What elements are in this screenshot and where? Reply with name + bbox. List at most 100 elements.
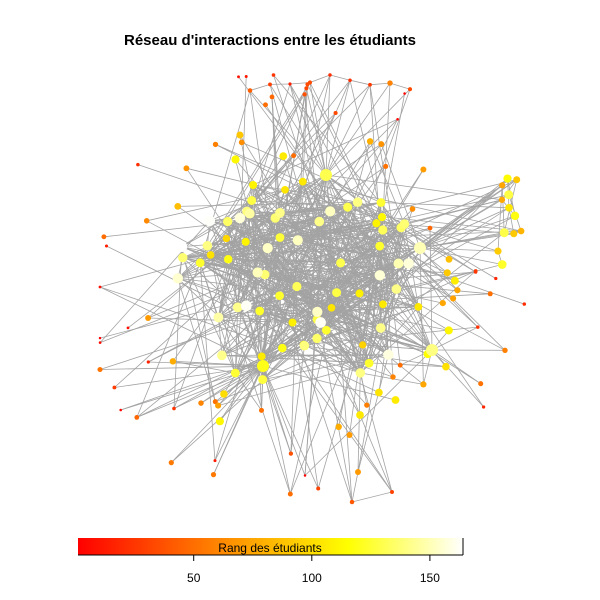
network-edge [136,365,264,418]
network-edge [262,365,396,401]
network-edge [389,82,411,90]
student-node [316,486,321,491]
student-node [333,110,338,116]
student-node [281,185,289,194]
student-node [169,358,177,365]
student-node [343,202,353,212]
network-edge [173,365,264,409]
student-node [215,402,222,409]
student-node [291,153,297,159]
network-edge [304,345,394,378]
student-node [292,235,303,246]
student-node [374,270,385,281]
network-edge [297,230,522,241]
network-edge [325,74,331,176]
student-node [393,258,404,269]
network-edge [289,83,361,373]
network-edge [251,200,331,212]
network-edge [325,169,424,331]
student-node [275,207,285,218]
network-edge [251,200,394,378]
network-edge [508,207,515,234]
network-edge [329,74,351,81]
student-node [359,341,367,349]
student-node [510,211,520,221]
network-edge [103,211,331,238]
student-node [379,300,387,309]
network-edge [309,74,331,83]
network-edge [296,166,387,287]
hub-node [320,169,332,181]
network-edge [329,211,380,247]
student-node [241,237,250,246]
student-node [288,451,294,456]
network-edge [431,349,484,408]
network-edge [114,365,264,388]
network-edge [99,237,281,288]
network-edge [431,349,481,385]
student-node [236,131,244,139]
student-node [383,349,394,361]
student-node [387,80,393,86]
network-edge [262,207,510,367]
student-node [195,258,205,268]
network-edge [217,365,264,406]
student-node [298,177,307,186]
network-edge [127,174,327,329]
hub-node [414,242,426,254]
network-edge [317,264,503,313]
student-node [390,374,396,380]
student-node [198,400,204,406]
student-node [321,325,331,335]
student-node [414,303,423,311]
student-node [383,163,389,169]
student-node [247,196,257,205]
student-node [427,225,433,231]
student-node [252,267,263,278]
network-edge [349,79,371,86]
network-edge [261,365,264,411]
network-edge [261,94,305,357]
network-edge [99,292,337,370]
student-node [134,415,140,420]
student-node [476,325,480,329]
student-node [481,405,486,409]
network-edge [227,221,389,356]
student-node [420,381,427,388]
student-node [312,306,323,318]
network-edge [419,207,510,249]
network-edge [419,215,516,249]
network-edge [200,365,264,404]
student-node [498,196,506,203]
student-node [304,86,309,91]
student-node [204,215,216,227]
network-edge [349,80,383,218]
student-node [271,73,276,77]
student-node [327,303,336,312]
network-edge [351,491,393,503]
network-edge [209,220,393,493]
network-edge [148,361,264,367]
legend-tick-label: 50 [187,571,201,585]
network-edge [289,83,327,176]
network-edge [317,306,419,313]
student-node [487,291,493,297]
student-node [98,285,102,289]
network-edge [419,194,509,249]
network-edge [214,310,261,461]
student-node [303,474,307,477]
student-node [213,312,224,323]
network-edge [400,227,450,260]
student-node [335,423,342,430]
network-edge [199,262,361,374]
student-node [391,396,400,404]
student-node [176,241,188,253]
network-edge [262,365,306,476]
student-node [420,166,427,173]
network-edge [181,246,443,304]
network-edge [419,247,503,265]
student-node [312,333,322,344]
student-node [513,176,521,184]
student-node [356,411,364,419]
student-node [497,260,507,269]
